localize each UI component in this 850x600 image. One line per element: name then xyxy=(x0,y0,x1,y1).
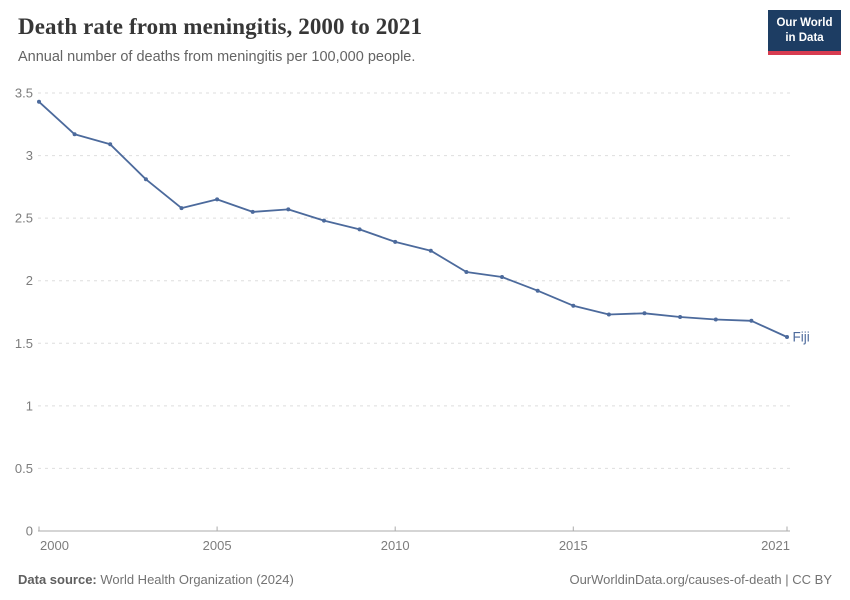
data-point-marker[interactable] xyxy=(642,311,647,316)
data-point-marker[interactable] xyxy=(749,318,754,323)
chart-footer: Data source: World Health Organization (… xyxy=(18,572,832,587)
owid-url-link[interactable]: OurWorldinData.org/causes-of-death xyxy=(569,572,782,587)
x-tick-label: 2015 xyxy=(559,538,588,553)
data-point-marker[interactable] xyxy=(37,99,41,104)
x-tick-label: 2000 xyxy=(40,538,69,553)
data-point-marker[interactable] xyxy=(250,209,255,214)
data-source-note: Data source: World Health Organization (… xyxy=(18,572,294,587)
data-source-label: Data source: xyxy=(18,572,97,587)
data-point-marker[interactable] xyxy=(357,227,362,232)
data-point-marker[interactable] xyxy=(571,303,576,308)
data-point-marker[interactable] xyxy=(606,312,611,317)
y-tick-label: 1.5 xyxy=(15,336,33,351)
data-point-marker[interactable] xyxy=(713,317,718,322)
attribution-note: OurWorldinData.org/causes-of-death | CC … xyxy=(569,572,832,587)
data-point-marker[interactable] xyxy=(215,197,220,202)
data-point-marker[interactable] xyxy=(143,177,148,182)
data-point-marker[interactable] xyxy=(179,206,184,211)
owid-logo-line2: in Data xyxy=(785,31,824,44)
chart-title: Death rate from meningitis, 2000 to 2021 xyxy=(18,14,423,39)
chart-header: Death rate from meningitis, 2000 to 2021… xyxy=(18,14,755,65)
y-tick-label: 2 xyxy=(26,273,33,288)
data-point-marker[interactable] xyxy=(678,315,683,319)
owid-logo-accent-bar xyxy=(768,51,841,55)
x-tick-label: 2021 xyxy=(761,538,790,553)
data-point-marker[interactable] xyxy=(286,207,291,212)
x-tick-label: 2005 xyxy=(203,538,232,553)
chart-subtitle: Annual number of deaths from meningitis … xyxy=(18,49,416,65)
y-tick-label: 2.5 xyxy=(15,211,33,226)
data-point-marker[interactable] xyxy=(393,239,398,244)
y-tick-label: 0.5 xyxy=(15,461,33,476)
owid-logo-line1: Our World xyxy=(776,16,833,29)
y-tick-label: 0 xyxy=(26,524,33,539)
data-source-value: World Health Organization (2024) xyxy=(96,572,294,587)
y-tick-label: 3.5 xyxy=(15,86,33,101)
y-tick-label: 3 xyxy=(26,148,33,163)
data-point-marker[interactable] xyxy=(500,275,504,279)
series-line-fiji[interactable] xyxy=(38,100,788,338)
x-tick-label: 2010 xyxy=(381,538,410,553)
owid-logo[interactable]: Our World in Data xyxy=(768,10,841,55)
entity-label-fiji[interactable]: Fiji xyxy=(793,330,810,345)
data-point-marker[interactable] xyxy=(428,248,433,253)
data-point-marker[interactable] xyxy=(322,218,326,223)
data-point-marker[interactable] xyxy=(72,132,77,137)
data-point-marker[interactable] xyxy=(464,270,469,274)
data-point-marker[interactable] xyxy=(535,288,540,293)
data-point-marker[interactable] xyxy=(108,142,113,147)
owid-logo-text: Our World in Data xyxy=(768,10,841,51)
license-badge: | CC BY xyxy=(781,572,832,587)
y-tick-label: 1 xyxy=(26,398,33,413)
data-point-marker[interactable] xyxy=(785,335,789,339)
